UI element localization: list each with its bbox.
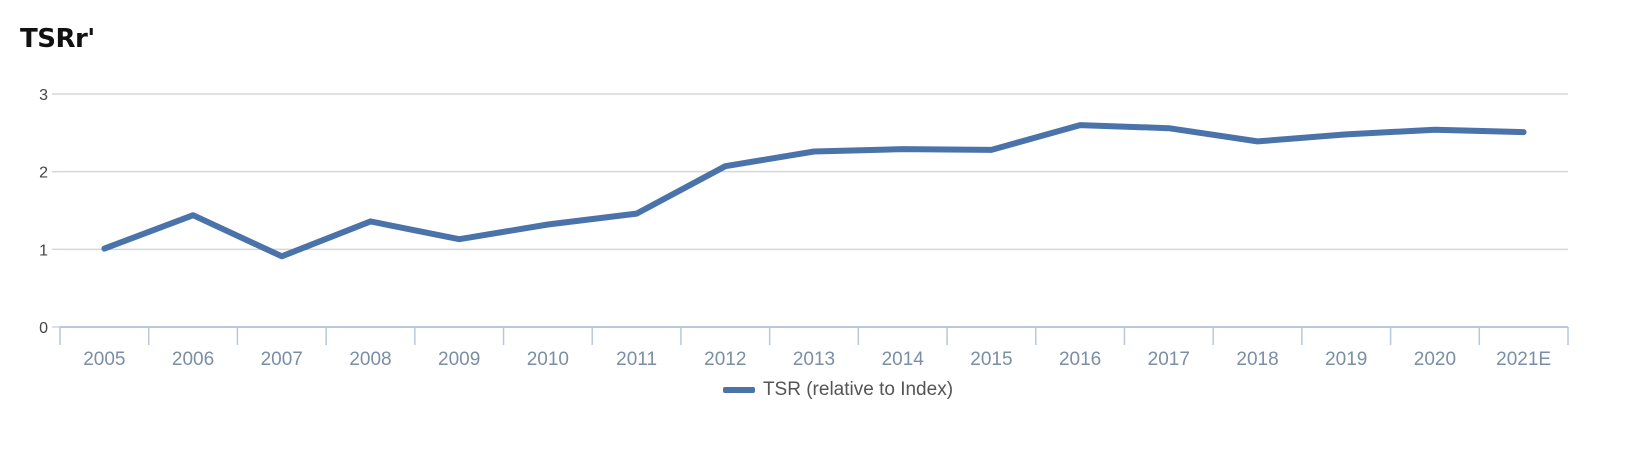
data-point[interactable] (1255, 138, 1261, 144)
series-line-0[interactable] (101, 122, 1527, 260)
data-point[interactable] (1343, 131, 1349, 137)
data-point[interactable] (634, 211, 640, 217)
data-point[interactable] (811, 148, 817, 154)
x-tick-label: 2021E (1496, 349, 1551, 370)
data-point[interactable] (1166, 125, 1172, 131)
x-tick-label: 2014 (882, 349, 925, 370)
data-point[interactable] (367, 218, 373, 224)
x-axis-tick-labels: 2005 2006 2007 2008 2009 2010 2011 2012 2013 2014… (83, 349, 1551, 370)
data-point[interactable] (1521, 129, 1527, 135)
y-tick-label: 0 (39, 320, 48, 337)
x-tick-label: 2013 (793, 349, 835, 370)
data-point[interactable] (456, 236, 462, 242)
data-point[interactable] (1077, 122, 1083, 128)
data-point[interactable] (545, 221, 551, 227)
legend-item-tsr[interactable]: TSR (relative to Index) (722, 379, 954, 401)
x-tick-label: 2018 (1236, 349, 1278, 370)
x-tick-label: 2008 (349, 349, 391, 370)
legend-swatch (722, 387, 755, 393)
x-tick-label: 2019 (1325, 349, 1367, 370)
y-tick-label: 1 (39, 242, 48, 259)
series-lines (101, 122, 1527, 260)
data-point[interactable] (190, 212, 196, 218)
x-tick-label: 2005 (83, 349, 125, 370)
x-tick-label: 2020 (1414, 349, 1456, 370)
y-axis-tick-labels: 0 1 2 3 (39, 87, 48, 337)
x-tick-label: 2012 (704, 349, 746, 370)
x-tick-label: 2007 (261, 349, 303, 370)
data-point[interactable] (722, 163, 728, 169)
chart-title: TSRr' (20, 24, 95, 54)
data-point[interactable] (101, 246, 107, 252)
x-tick-label: 2015 (970, 349, 1012, 370)
gridlines (52, 93, 1568, 328)
data-point[interactable] (988, 147, 994, 153)
data-point[interactable] (1432, 127, 1438, 133)
y-tick-label: 3 (39, 87, 48, 104)
x-tick-label: 2011 (616, 349, 657, 370)
x-tick-label: 2016 (1059, 349, 1101, 370)
x-tick-label: 2017 (1148, 349, 1190, 370)
x-tick-label: 2006 (172, 349, 214, 370)
y-tick-label: 2 (39, 165, 48, 182)
x-tick-label: 2009 (438, 349, 480, 370)
legend: TSR (relative to Index) (0, 379, 1626, 401)
legend-label: TSR (relative to Index) (762, 379, 954, 400)
x-tick-label: 2010 (527, 349, 569, 370)
data-point[interactable] (279, 253, 285, 259)
x-axis (59, 326, 1569, 345)
data-point[interactable] (900, 146, 906, 152)
